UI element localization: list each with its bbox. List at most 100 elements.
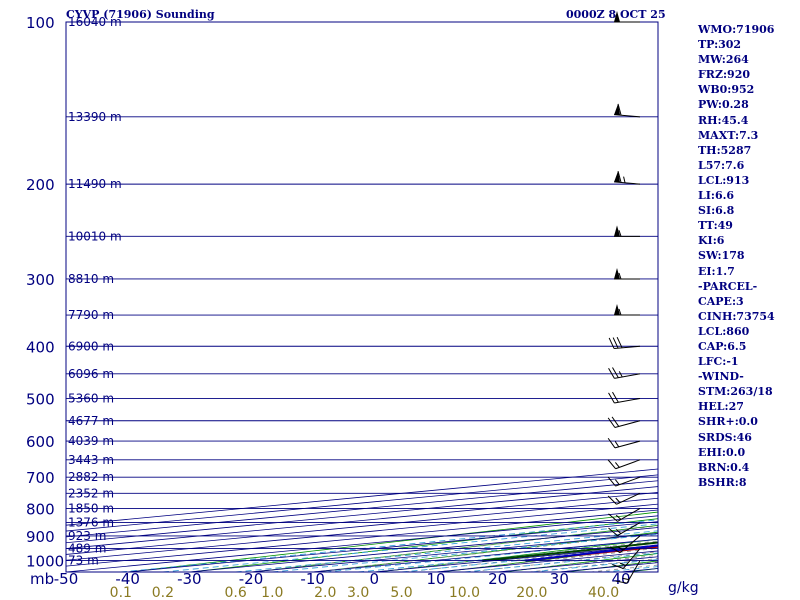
- pressure-unit-label: mb: [30, 570, 54, 588]
- temperature-tick-label: 30: [550, 570, 569, 588]
- index-item: SRDS:46: [698, 430, 752, 444]
- mixing-ratio-line: [272, 533, 658, 572]
- height-label: 7790 m: [68, 308, 114, 322]
- index-item: SW:178: [698, 249, 745, 263]
- mixing-ratio-tick-label: 20.0: [516, 585, 547, 600]
- wind-barb: [608, 522, 641, 537]
- height-label: 3443 m: [68, 453, 114, 467]
- sounding-datetime: 0000Z 8 OCT 25: [566, 8, 666, 21]
- mixing-ratio-unit-label: g/kg: [668, 580, 699, 596]
- dry-adiabat: [124, 511, 658, 572]
- wind-barb: [608, 391, 641, 404]
- index-item: CINH:73754: [698, 309, 775, 323]
- mixing-ratio-tick-label: 3.0: [347, 585, 369, 600]
- pressure-tick-label: 500: [26, 390, 55, 408]
- stability-indices-list: WMO:71906 TP:302 MW:264 FRZ:920 WB0:952 PW:0.…: [698, 22, 775, 490]
- height-label: 73 m: [68, 554, 99, 568]
- index-item: SI:6.8: [698, 204, 735, 218]
- temperature-tick-label: -40: [115, 570, 140, 588]
- index-item: LCL:913: [698, 173, 750, 187]
- mixing-ratio-tick-label: 40.0: [588, 585, 619, 600]
- mixing-ratio-tick-label: 0.6: [224, 585, 246, 600]
- isotherm: [66, 474, 658, 532]
- pressure-tick-label: 400: [26, 338, 55, 356]
- wind-barbs: [607, 11, 641, 584]
- index-item: LFC:-1: [698, 355, 739, 369]
- pressure-tick-label: 300: [26, 271, 55, 289]
- temperature-tick-label: 10: [426, 570, 445, 588]
- index-item: KI:6: [698, 234, 725, 248]
- temperature-tick-label: -20: [239, 570, 264, 588]
- isotherm: [66, 497, 658, 555]
- isotherm: [66, 503, 658, 561]
- index-item: WB0:952: [698, 83, 755, 97]
- wind-barb: [608, 507, 641, 522]
- wind-barb: [607, 459, 641, 470]
- temperature-tick-label: -30: [177, 570, 202, 588]
- wind-barb: [614, 11, 640, 23]
- index-item: TP:302: [698, 38, 742, 52]
- index-item: -WIND-: [698, 370, 744, 384]
- pressure-tick-label: 900: [26, 528, 55, 546]
- wind-barb: [614, 225, 640, 237]
- isotherm: [66, 480, 658, 538]
- mixing-ratio-tick-label: 0.1: [110, 585, 132, 600]
- height-label: 1376 m: [68, 516, 114, 530]
- mixing-ratio-line: [120, 519, 658, 572]
- mixing-ratio-tick-label: 10.0: [449, 585, 480, 600]
- isotherm: [66, 486, 658, 544]
- moist-adiabat: [312, 532, 658, 572]
- index-item: WMO:71906: [698, 23, 775, 36]
- pressure-tick-label: 100: [26, 14, 55, 32]
- pressure-tick-label: 800: [26, 500, 55, 518]
- wind-barb: [614, 304, 640, 316]
- index-item: CAP:6.5: [698, 339, 747, 353]
- wind-barb: [614, 103, 641, 118]
- sounding-title: CYVP (71906) Sounding: [66, 8, 215, 21]
- height-label: 6096 m: [68, 367, 114, 381]
- wind-barb: [607, 416, 641, 428]
- height-label: 1850 m: [68, 501, 114, 515]
- wind-barb: [607, 492, 641, 505]
- index-item: TT:49: [698, 219, 733, 233]
- height-label: 2352 m: [68, 486, 114, 500]
- index-item: PW:0.28: [698, 98, 749, 112]
- mixing-ratio-tick-label: 1.0: [261, 585, 283, 600]
- index-item: LCL:860: [698, 324, 750, 338]
- isotherm: [123, 521, 658, 572]
- height-label: 10010 m: [68, 229, 122, 243]
- wind-barb: [608, 367, 641, 379]
- index-item: MAXT:7.3: [698, 128, 759, 142]
- height-label: 923 m: [68, 529, 106, 543]
- wind-barb: [612, 548, 641, 569]
- index-item: EHI:0.0: [698, 445, 746, 459]
- wind-barb: [615, 560, 641, 584]
- wind-barb: [608, 337, 641, 350]
- index-item: SHR+:0.0: [698, 415, 758, 429]
- pressure-tick-label: 700: [26, 469, 55, 487]
- plot-frame: [65, 21, 659, 573]
- index-item: BRN:0.4: [698, 460, 750, 474]
- mixing-ratio-tick-label: 2.0: [314, 585, 336, 600]
- pressure-tick-label: 600: [26, 433, 55, 451]
- mixing-ratio-line: [162, 523, 658, 572]
- height-label: 13390 m: [68, 110, 122, 124]
- index-item: TH:5287: [698, 143, 752, 157]
- temperature-tick-label: 0: [370, 570, 380, 588]
- wind-barb: [607, 476, 641, 487]
- height-label: 489 m: [68, 542, 106, 556]
- isotherm: [66, 515, 658, 572]
- wind-barb: [614, 267, 640, 280]
- wind-barb: [609, 535, 641, 554]
- index-item: RH:45.4: [698, 113, 749, 127]
- index-item: HEL:27: [698, 400, 744, 414]
- wind-barb: [614, 171, 641, 185]
- index-item: EI:1.7: [698, 264, 735, 278]
- index-item: FRZ:920: [698, 68, 751, 82]
- index-item: CAPE:3: [698, 294, 744, 308]
- height-label: 4039 m: [68, 434, 114, 448]
- index-item: BSHR:8: [698, 475, 747, 489]
- height-label: 4677 m: [68, 414, 114, 428]
- index-item: STM:263/18: [698, 385, 773, 399]
